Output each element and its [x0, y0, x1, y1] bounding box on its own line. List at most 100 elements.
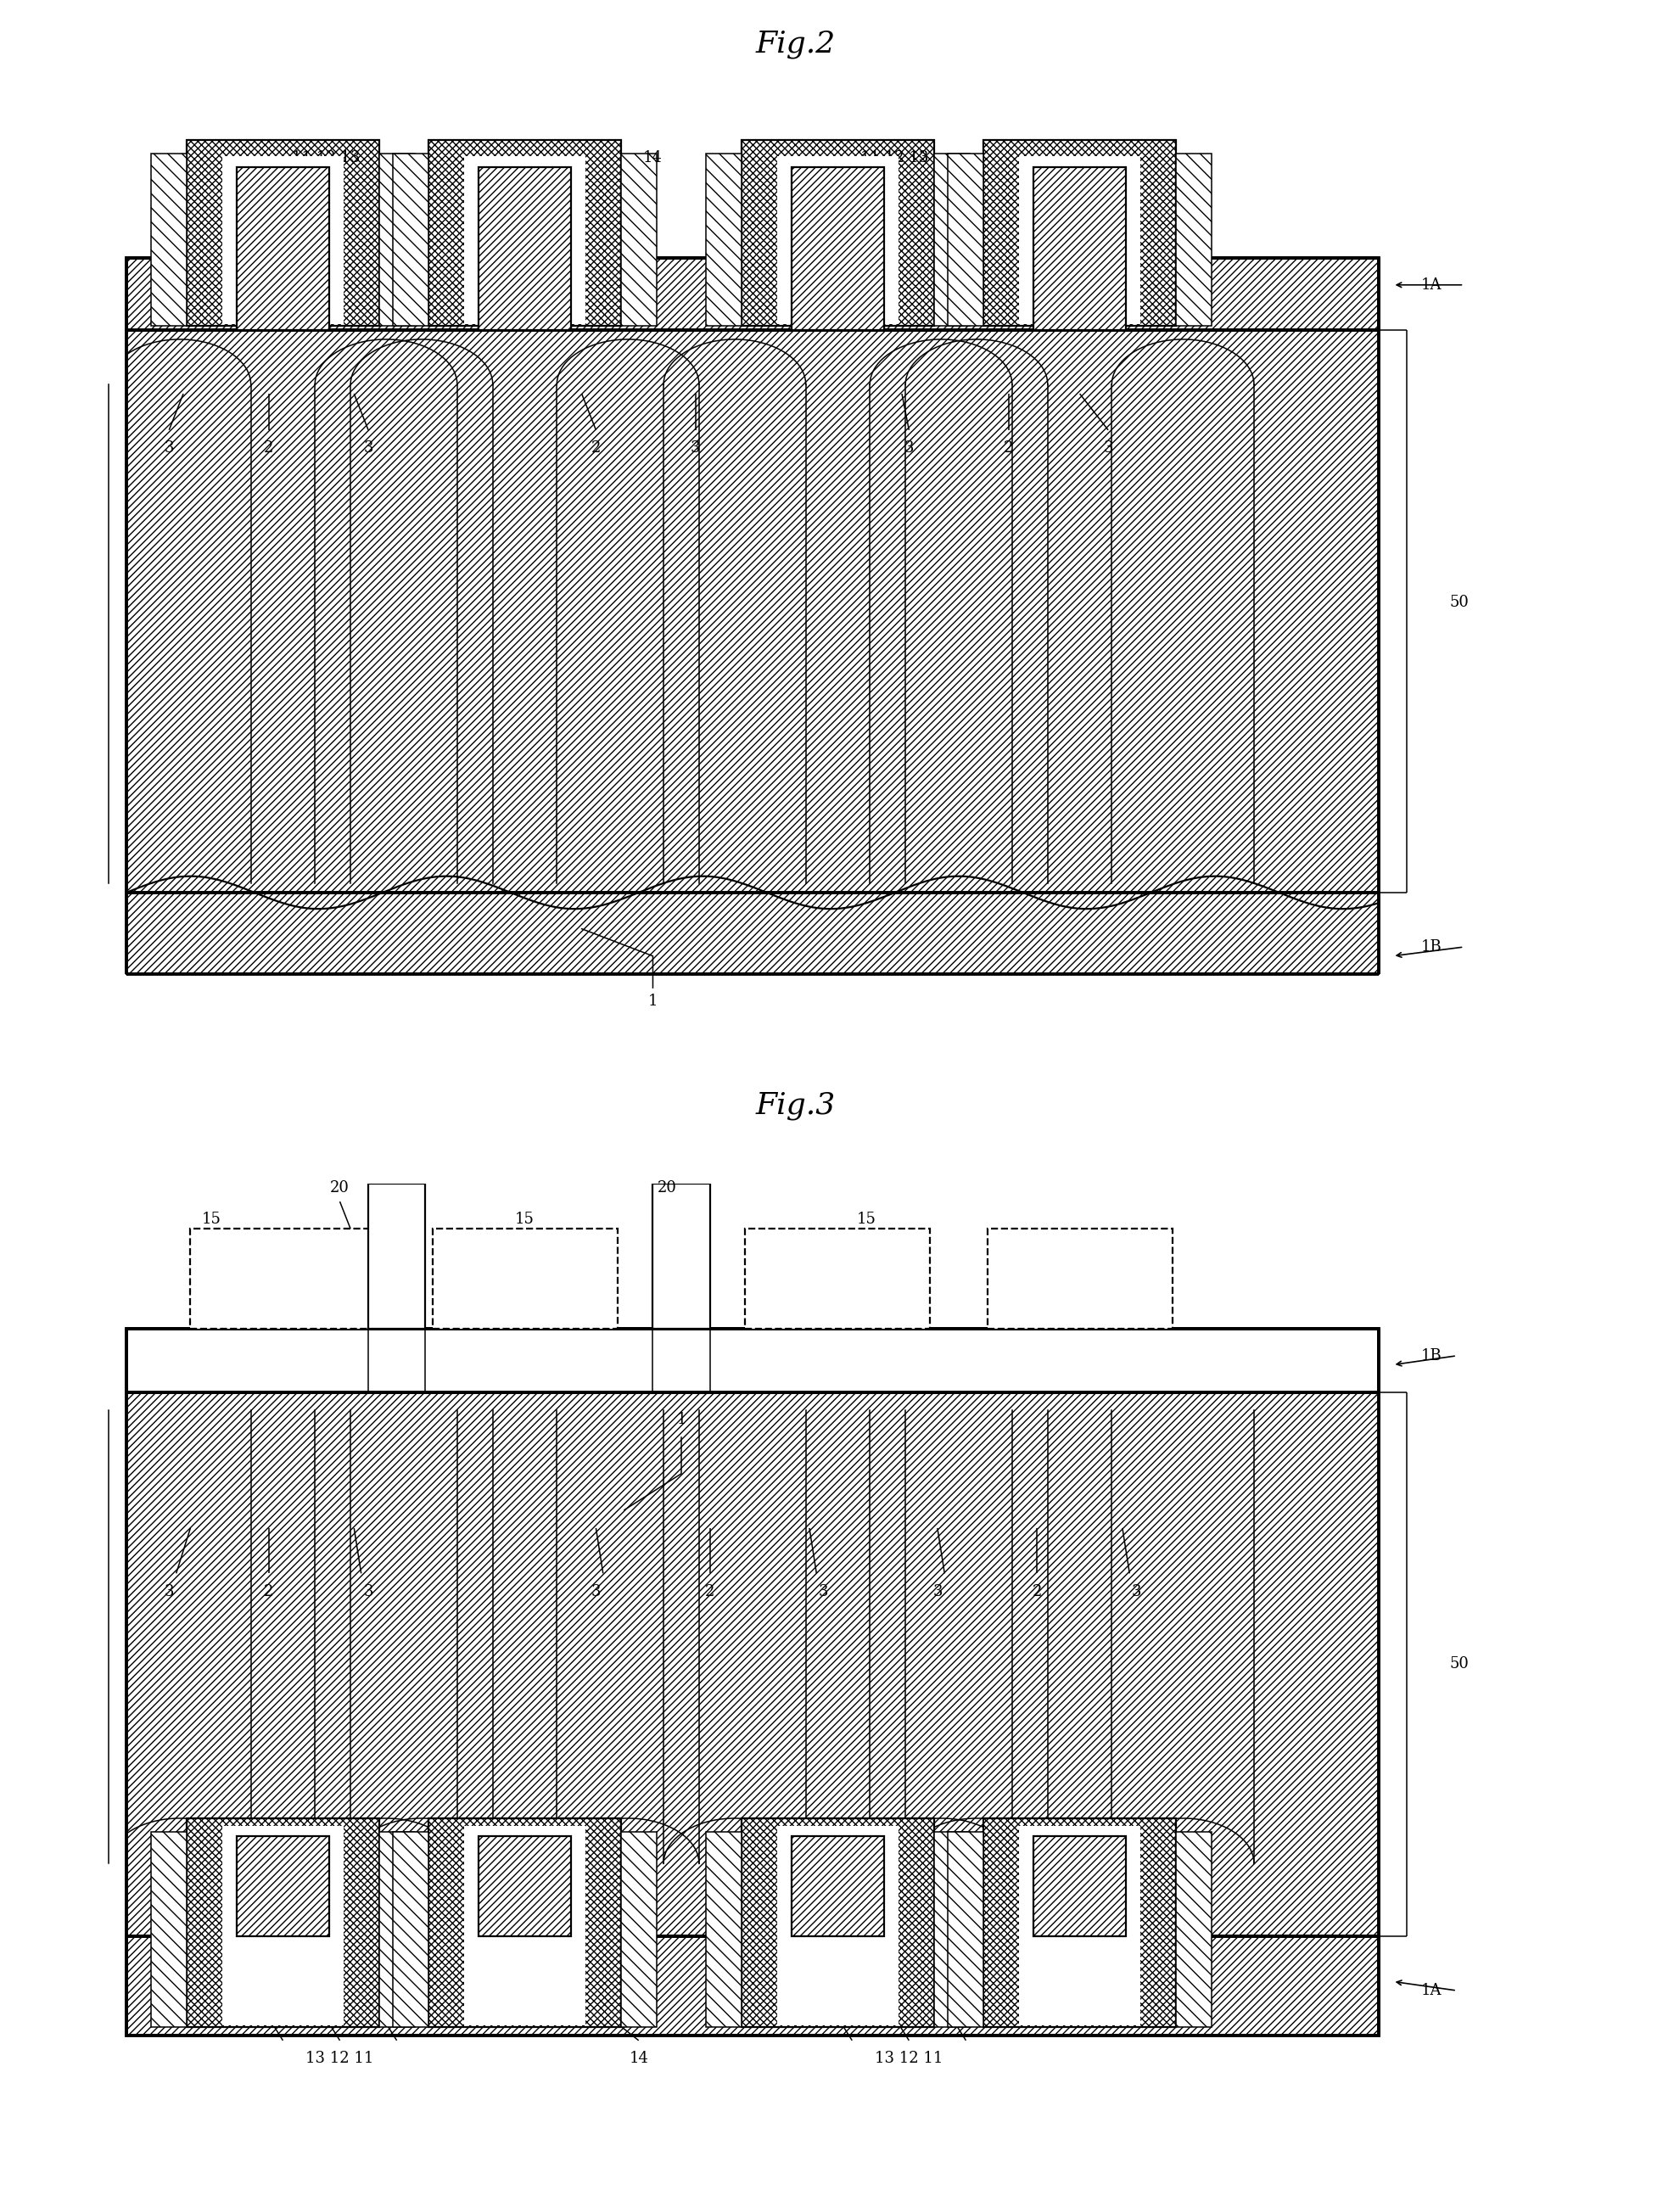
Bar	[947, 1832, 984, 2026]
Bar	[479, 1836, 571, 1936]
Text: 3: 3	[164, 440, 174, 456]
Text: 3: 3	[164, 1584, 174, 1599]
Bar	[127, 257, 1379, 330]
Bar	[429, 139, 621, 325]
Bar	[1175, 153, 1212, 325]
Text: 1: 1	[648, 993, 658, 1009]
Bar	[706, 153, 742, 325]
Bar	[947, 153, 984, 325]
Bar	[479, 166, 571, 330]
Bar	[792, 1836, 884, 1936]
Bar	[236, 166, 330, 330]
Bar	[378, 153, 415, 325]
Bar	[1033, 1836, 1127, 1936]
Text: 15: 15	[203, 1212, 221, 1228]
Text: 2: 2	[264, 440, 273, 456]
Bar	[432, 1230, 618, 1329]
Text: 14: 14	[629, 2051, 648, 2066]
Bar	[1175, 1832, 1212, 2026]
Text: 50: 50	[1450, 595, 1470, 611]
Text: 3: 3	[1132, 1584, 1142, 1599]
Text: 2: 2	[705, 1584, 715, 1599]
Text: 2: 2	[1004, 440, 1013, 456]
Text: 1B: 1B	[1421, 940, 1443, 956]
Bar	[934, 153, 969, 325]
Text: 1A: 1A	[1421, 276, 1441, 292]
Bar	[792, 166, 884, 330]
Text: 1B: 1B	[1421, 1347, 1443, 1363]
Bar	[1033, 166, 1127, 330]
Bar	[191, 1230, 375, 1329]
Bar	[223, 157, 343, 323]
Text: 11 12 13: 11 12 13	[291, 150, 360, 166]
Text: 3: 3	[819, 1584, 829, 1599]
Text: 3: 3	[363, 1584, 373, 1599]
Text: 3: 3	[691, 440, 700, 456]
Bar	[187, 139, 378, 325]
Text: 3: 3	[904, 440, 914, 456]
Bar	[127, 1391, 1379, 1936]
Bar	[792, 1836, 884, 1936]
Text: 20: 20	[330, 1181, 350, 1197]
Bar	[653, 1183, 710, 1329]
Text: 14: 14	[643, 150, 663, 166]
Text: 50: 50	[1450, 1657, 1470, 1672]
Text: 1A: 1A	[1421, 1982, 1441, 1997]
Bar	[236, 1836, 330, 1936]
Bar	[464, 157, 586, 323]
Bar	[1016, 157, 1143, 325]
Text: 2: 2	[264, 1584, 273, 1599]
Bar	[368, 1183, 425, 1329]
Bar	[479, 1836, 571, 1936]
Bar	[151, 1832, 187, 2026]
Text: Fig.3: Fig.3	[755, 1091, 835, 1119]
Bar	[236, 166, 330, 330]
Text: 13 12 11: 13 12 11	[876, 2051, 942, 2066]
Bar	[984, 139, 1175, 325]
Bar	[1019, 157, 1140, 323]
Bar	[393, 153, 429, 325]
Bar	[1019, 1825, 1140, 2024]
Bar	[223, 1825, 343, 2024]
Bar	[775, 157, 901, 325]
Bar	[777, 157, 899, 323]
Bar	[988, 1230, 1172, 1329]
Bar	[219, 157, 347, 325]
Bar	[464, 1825, 586, 2024]
Bar	[462, 157, 588, 325]
Bar	[621, 153, 656, 325]
Bar	[393, 1832, 429, 2026]
Bar	[1016, 1825, 1143, 2026]
Bar	[429, 1818, 621, 2026]
Bar	[219, 1825, 347, 2026]
Bar	[151, 153, 187, 325]
Bar	[1033, 1836, 1127, 1936]
Bar	[1033, 166, 1127, 330]
Bar	[462, 1825, 588, 2026]
Bar	[187, 1818, 378, 2026]
Bar	[984, 1818, 1175, 2026]
Bar	[742, 139, 934, 325]
Text: 15: 15	[516, 1212, 534, 1228]
Text: 1: 1	[676, 1411, 686, 1427]
Text: 13 12 11: 13 12 11	[306, 2051, 373, 2066]
Text: 3: 3	[932, 1584, 942, 1599]
Bar	[792, 166, 884, 330]
Text: Fig.2: Fig.2	[755, 29, 835, 58]
Text: 2: 2	[591, 440, 601, 456]
Text: 3: 3	[363, 440, 373, 456]
Bar	[127, 330, 1379, 891]
Text: 2: 2	[1033, 1584, 1041, 1599]
Bar	[775, 1825, 901, 2026]
Bar	[706, 1832, 742, 2026]
Text: 3: 3	[1103, 440, 1113, 456]
Bar	[621, 1832, 656, 2026]
Bar	[127, 891, 1379, 973]
Text: 3: 3	[591, 1584, 601, 1599]
Text: 15: 15	[857, 1212, 876, 1228]
Bar	[127, 1329, 1379, 1391]
Bar	[127, 1936, 1379, 2035]
Text: 20: 20	[658, 1181, 676, 1197]
Text: 11 12 13: 11 12 13	[860, 150, 929, 166]
Bar	[745, 1230, 931, 1329]
